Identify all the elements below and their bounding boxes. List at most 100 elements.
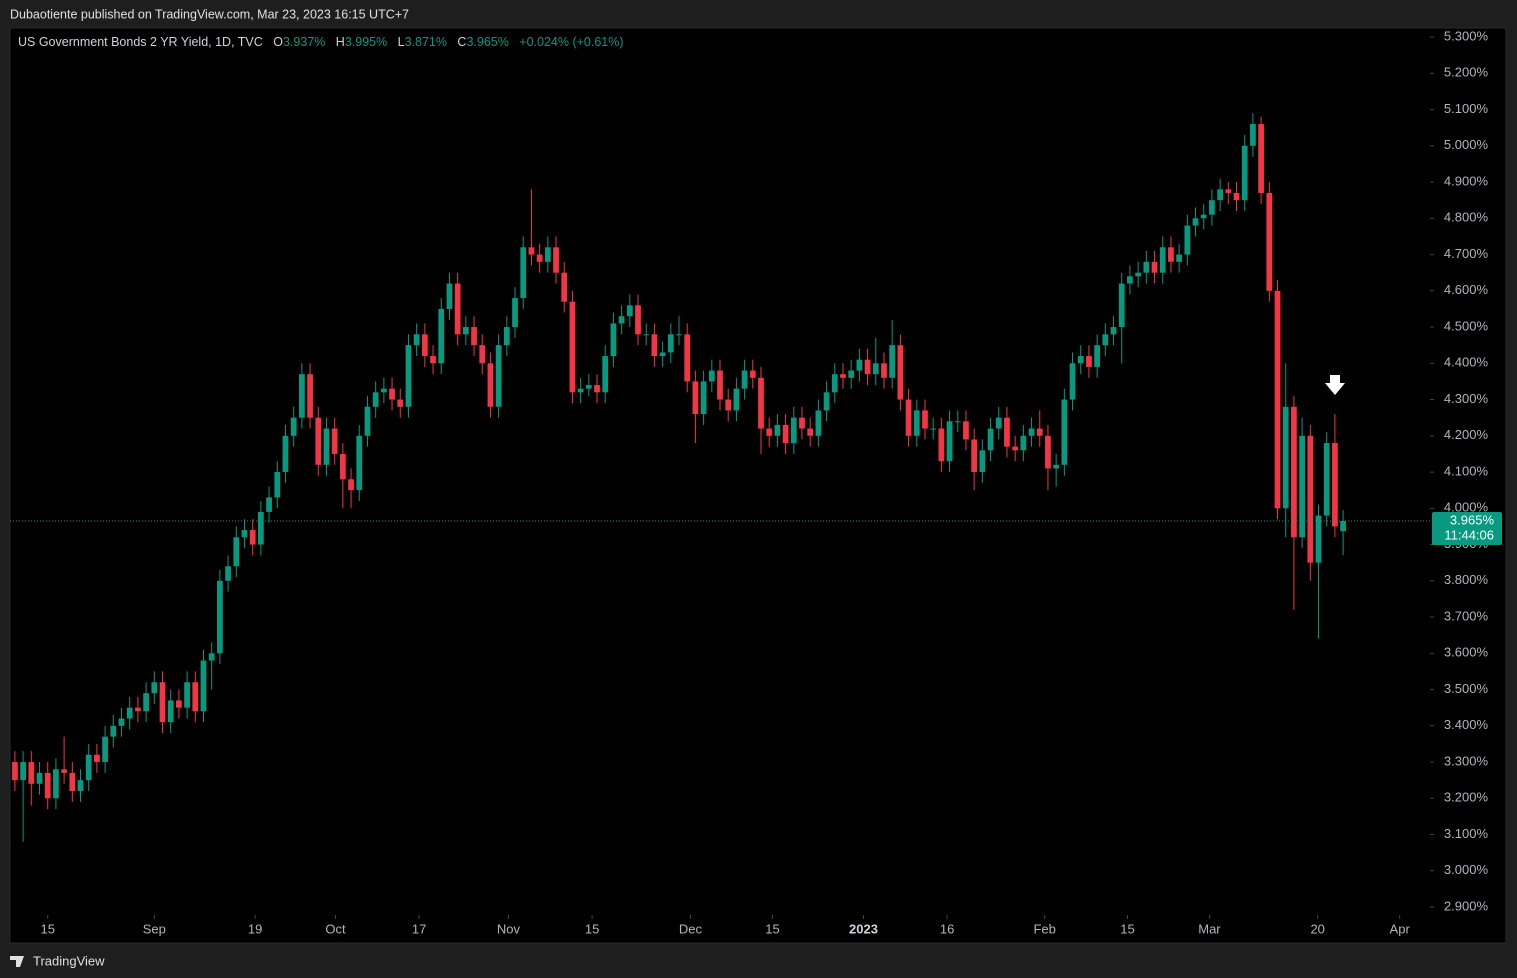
- x-tick-label: 15: [40, 921, 54, 936]
- candle-body: [1323, 443, 1330, 516]
- y-tick-label: 5.000%: [1444, 137, 1489, 152]
- candle-body: [208, 653, 215, 661]
- y-tick-label: 3.600%: [1444, 645, 1489, 660]
- candle-body: [85, 754, 92, 781]
- candle-body: [28, 762, 35, 784]
- candle-body: [225, 566, 231, 581]
- y-tick-label: 4.500%: [1444, 318, 1489, 333]
- x-tick-label: Dec: [679, 921, 703, 936]
- candle-body: [94, 754, 100, 763]
- x-tick-label: Mar: [1198, 921, 1221, 936]
- candle-body: [233, 537, 240, 567]
- candle-body: [930, 428, 937, 430]
- candle-body: [339, 453, 346, 480]
- x-tick-label: Nov: [497, 921, 521, 936]
- candle-body: [1028, 428, 1035, 436]
- candle-body: [1159, 247, 1166, 273]
- candle-body: [692, 381, 699, 415]
- legend: US Government Bonds 2 YR Yield, 1D, TVC …: [18, 35, 624, 49]
- candle-body: [36, 772, 43, 784]
- candle-body: [782, 424, 789, 444]
- candle-body: [544, 247, 551, 262]
- c-label: C: [457, 35, 467, 49]
- y-tick-label: 3.100%: [1444, 826, 1489, 841]
- candle-body: [717, 370, 723, 400]
- last-price-label: 3.965%: [1450, 512, 1495, 527]
- candle-body: [971, 439, 978, 473]
- y-tick-label: 3.200%: [1444, 790, 1489, 805]
- candle-body: [979, 450, 986, 473]
- candle-body: [864, 359, 871, 375]
- candle-body: [1217, 189, 1223, 201]
- candle-body: [1127, 276, 1133, 284]
- candle-body: [676, 334, 682, 336]
- candle-body: [848, 370, 855, 378]
- h-value: 3.995%: [344, 35, 388, 49]
- symbol-title: US Government Bonds 2 YR Yield, 1D, TVC: [18, 35, 263, 49]
- candle-body: [807, 428, 814, 436]
- candle-body: [454, 283, 461, 335]
- candle-body: [1266, 192, 1273, 291]
- candle-body: [1110, 327, 1117, 335]
- candle-body: [938, 428, 945, 462]
- candle-body: [602, 356, 609, 393]
- candle-body: [200, 660, 207, 712]
- candle-body: [659, 352, 666, 357]
- candle-body: [282, 435, 289, 473]
- candle-body: [348, 479, 354, 491]
- candle-body: [577, 388, 584, 393]
- candle-body: [963, 421, 969, 440]
- x-tick-label: 15: [1120, 921, 1134, 936]
- y-tick-label: 4.200%: [1444, 427, 1489, 442]
- candle-body: [1086, 356, 1092, 367]
- candle-body: [1053, 464, 1060, 469]
- candle-body: [741, 370, 748, 389]
- candle-body: [708, 370, 715, 382]
- candle-body: [1250, 124, 1256, 146]
- candle-body: [766, 428, 773, 436]
- candle-body: [1077, 356, 1084, 364]
- o-label: O: [273, 35, 283, 49]
- candle-body: [1258, 124, 1264, 193]
- candle-body: [667, 334, 674, 353]
- candle-body: [53, 769, 59, 799]
- candle-body: [635, 305, 641, 335]
- candle-body: [1168, 247, 1174, 262]
- y-tick-label: 3.000%: [1444, 862, 1489, 877]
- candle-body: [331, 428, 338, 454]
- candle-body: [241, 530, 248, 538]
- candle-body: [749, 370, 756, 378]
- candle-body: [889, 345, 896, 378]
- candle-body: [258, 511, 264, 545]
- candle-body: [487, 363, 494, 407]
- candle-body: [553, 247, 559, 273]
- y-tick-label: 4.800%: [1444, 210, 1489, 225]
- candle-body: [733, 388, 740, 411]
- candle-body: [217, 580, 223, 654]
- h-label: H: [335, 35, 345, 49]
- candle-body: [1332, 443, 1338, 527]
- candle-body: [1184, 225, 1191, 255]
- candle-body: [430, 356, 436, 364]
- candle-body: [1274, 290, 1281, 509]
- candle-body: [774, 424, 781, 436]
- candle-body: [987, 428, 994, 451]
- x-tick-label: 16: [940, 921, 954, 936]
- candle-body: [44, 772, 51, 799]
- candle-body: [1012, 446, 1019, 451]
- candle-body: [799, 417, 805, 429]
- x-tick-label: 15: [765, 921, 779, 936]
- y-tick-label: 3.500%: [1444, 681, 1489, 696]
- y-tick-label: 4.100%: [1444, 463, 1489, 478]
- candle-body: [143, 693, 149, 712]
- candle-body: [790, 417, 797, 444]
- candle-body: [438, 308, 445, 364]
- candle-body: [1291, 406, 1297, 538]
- candle-body: [520, 247, 527, 299]
- candle-body: [1315, 515, 1322, 563]
- candle-body: [1225, 189, 1232, 193]
- candle-body: [315, 417, 322, 465]
- candle-body: [118, 718, 125, 726]
- candle-body: [651, 334, 658, 357]
